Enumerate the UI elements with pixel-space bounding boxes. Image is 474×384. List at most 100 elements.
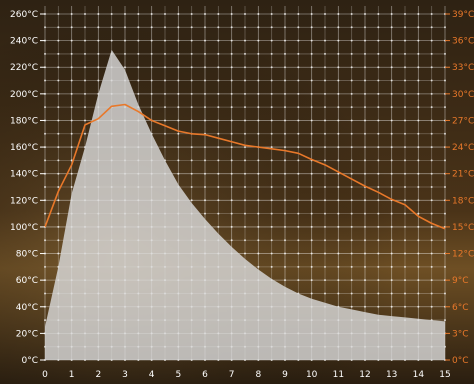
- grid-dot: [390, 279, 393, 282]
- grid-dot: [444, 292, 446, 295]
- grid-dot: [284, 146, 286, 149]
- grid-dot: [444, 319, 446, 322]
- grid-dot: [284, 265, 286, 268]
- grid-dot: [364, 265, 366, 268]
- grid-dot: [84, 13, 86, 15]
- right-axis-tick-label: 12°C: [452, 250, 474, 260]
- grid-dot: [444, 106, 446, 109]
- right-axis-tick-label: 3°C: [452, 329, 469, 339]
- left-axis-tick-label: 20°C: [16, 329, 38, 339]
- grid-dot: [310, 252, 313, 255]
- grid-dot: [444, 79, 446, 82]
- grid-dot: [270, 66, 273, 69]
- grid-dot: [257, 172, 260, 175]
- grid-dot: [324, 292, 326, 295]
- grid-dot: [364, 92, 366, 95]
- grid-dot: [310, 66, 313, 69]
- grid-dot: [310, 212, 313, 215]
- grid-dot: [177, 92, 180, 95]
- grid-dot: [190, 26, 193, 29]
- grid-dot: [284, 252, 286, 255]
- grid-dot: [417, 252, 420, 255]
- grid-dot: [404, 106, 406, 109]
- grid-dot: [324, 172, 326, 175]
- grid-dot: [364, 132, 366, 135]
- grid-dot: [230, 146, 233, 149]
- grid-dot: [324, 212, 326, 215]
- grid-dot: [57, 159, 60, 162]
- grid-dot: [417, 79, 420, 82]
- grid-dot: [430, 146, 433, 149]
- grid-dot: [324, 252, 326, 255]
- grid-dot: [230, 66, 233, 69]
- grid-dot: [204, 92, 206, 95]
- grid-dot: [217, 172, 220, 175]
- grid-dot: [417, 212, 420, 215]
- grid-dot: [204, 159, 206, 162]
- grid-dot: [137, 66, 140, 69]
- grid-dot: [257, 132, 260, 135]
- grid-dot: [70, 66, 73, 69]
- grid-dot: [350, 106, 353, 109]
- grid-dot: [377, 39, 380, 42]
- grid-dot: [177, 66, 180, 69]
- grid-dot: [297, 159, 300, 162]
- grid-dot: [404, 305, 406, 308]
- grid-dot: [310, 239, 313, 242]
- grid-dot: [444, 26, 446, 29]
- grid-dot: [350, 146, 353, 149]
- grid-dot: [244, 39, 246, 42]
- grid-dot: [244, 212, 246, 215]
- grid-dot: [57, 199, 60, 202]
- grid-dot: [244, 92, 246, 95]
- grid-dot: [364, 13, 366, 15]
- grid-dot: [417, 225, 420, 228]
- grid-dot: [284, 119, 286, 122]
- grid-dot: [217, 212, 220, 215]
- grid-dot: [310, 146, 313, 149]
- left-axis-tick-label: 0°C: [21, 356, 38, 366]
- grid-dot: [297, 279, 300, 282]
- grid-dot: [44, 319, 46, 322]
- grid-dot: [377, 52, 380, 55]
- left-axis-tick-label: 160°C: [10, 143, 38, 153]
- left-axis-tick-label: 200°C: [10, 90, 38, 100]
- grid-dot: [217, 106, 220, 109]
- grid-dot: [217, 26, 220, 29]
- grid-dot: [57, 92, 60, 95]
- grid-dot: [244, 172, 246, 175]
- grid-dot: [390, 212, 393, 215]
- grid-dot: [297, 199, 300, 202]
- grid-dot: [257, 66, 260, 69]
- grid-dot: [70, 106, 73, 109]
- grid-dot: [217, 52, 220, 55]
- grid-dot: [297, 79, 300, 82]
- grid-dot: [417, 13, 420, 15]
- grid-dot: [430, 13, 433, 15]
- grid-dot: [44, 26, 46, 29]
- grid-dot: [244, 239, 246, 242]
- grid-dot: [444, 159, 446, 162]
- grid-dot: [57, 79, 60, 82]
- grid-dot: [257, 13, 260, 15]
- grid-dot: [404, 279, 406, 282]
- right-axis-tick-label: 39°C: [452, 10, 474, 20]
- grid-dot: [257, 106, 260, 109]
- x-axis-tick-label: 11: [333, 370, 344, 380]
- grid-dot: [57, 239, 60, 242]
- grid-dot: [57, 26, 60, 29]
- grid-dot: [310, 106, 313, 109]
- grid-dot: [404, 146, 406, 149]
- grid-dot: [57, 186, 60, 188]
- grid-dot: [430, 132, 433, 135]
- grid-dot: [150, 92, 153, 95]
- right-axis-tick-label: 36°C: [452, 37, 474, 47]
- grid-dot: [377, 172, 380, 175]
- grid-dot: [350, 132, 353, 135]
- grid-dot: [44, 186, 46, 188]
- grid-dot: [284, 106, 286, 109]
- grid-dot: [377, 132, 380, 135]
- grid-dot: [284, 172, 286, 175]
- grid-dot: [297, 252, 300, 255]
- grid-dot: [57, 132, 60, 135]
